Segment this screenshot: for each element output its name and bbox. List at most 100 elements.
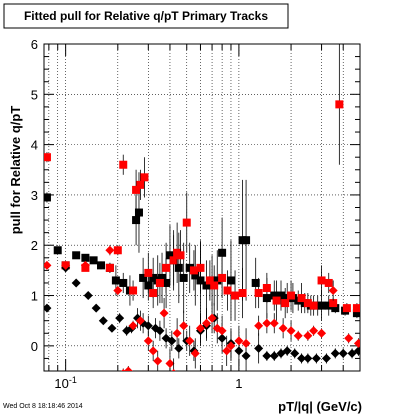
data-point-square [182,218,191,227]
data-point-diamond [207,313,217,323]
data-point-square [352,304,360,313]
y-tick-label: 1 [31,289,38,304]
data-point-diamond [353,338,360,348]
data-point-square [129,286,138,295]
data-point-square [272,296,281,305]
data-point-diamond [262,351,272,361]
data-point-square [179,273,188,282]
data-point-diamond [254,343,264,353]
data-point-diamond [321,353,331,363]
data-point-diamond [167,336,177,346]
data-point-square [202,281,211,290]
data-point-diamond [113,286,123,296]
data-point-diamond [338,348,348,358]
data-point-diamond [128,321,138,331]
data-point-square [105,263,114,272]
y-tick-label: 3 [31,188,38,203]
data-point-square [44,153,51,162]
data-point-square [309,301,318,310]
data-point-square [270,291,279,300]
data-point-diamond [115,313,125,323]
data-point-square [119,160,128,169]
data-point-diamond [226,341,236,351]
data-point-diamond [234,336,244,346]
data-point-diamond [159,308,169,318]
axis-ticks [44,43,361,372]
data-point-square [53,246,62,255]
title-box [3,3,289,29]
data-point-square [185,263,194,272]
data-point-diamond [165,358,175,368]
data-point-square [140,173,149,182]
data-point-diamond [185,336,195,346]
data-point-square [134,208,143,217]
data-point-square [132,216,141,225]
data-point-diamond [309,326,319,336]
data-point-diamond [98,316,108,326]
data-point-diamond [80,260,90,270]
data-point-square [155,278,164,287]
data-point-diamond [123,366,133,371]
data-point-diamond [135,316,145,326]
data-point-square [303,299,312,308]
data-point-square [254,289,263,298]
data-point-square [331,304,340,313]
data-point-square [213,276,222,285]
data-point-square [352,309,360,318]
data-point-square [335,100,344,109]
data-point-square [317,276,326,285]
data-point-diamond [91,303,101,313]
data-point-diamond [222,346,232,356]
x-axis-label: pT/|q| (GeV/c) [278,399,362,414]
data-point-square [324,278,333,287]
data-point-square [238,289,247,298]
data-point-diamond [262,318,272,328]
data-point-diamond [143,336,153,346]
data-point-diamond [217,326,227,336]
data-point-square [191,271,200,280]
data-point-diamond [195,323,205,333]
data-point-diamond [155,326,165,336]
data-point-diamond [121,369,126,371]
y-tick-label: 2 [31,238,38,253]
x-tick-label: 1 [235,376,242,391]
data-point-diamond [269,318,279,328]
data-point-diamond [290,348,300,358]
data-point-diamond [317,328,327,338]
data-point-diamond [71,278,81,288]
data-point-square [342,304,351,313]
data-point-diamond [172,328,182,338]
data-point-diamond [179,321,189,331]
data-point-diamond [278,323,288,333]
chart-title: Fitted pull for Relative q/pT Primary Tr… [24,9,268,23]
data-point-square [226,276,235,285]
data-point-diamond [143,321,153,331]
data-point-square [329,299,338,308]
timestamp: Wed Oct 8 18:18:46 2014 [3,403,83,410]
data-point-diamond [107,323,117,333]
data-point-square [205,276,214,285]
data-point-square [72,251,81,260]
data-point-square [277,291,286,300]
data-point-diamond [44,303,52,313]
y-axis-label: pull for Relative q/pT [8,106,23,235]
data-point-square [317,301,326,310]
data-point-diamond [269,351,279,361]
data-point-square [281,299,290,308]
data-point-square [89,256,98,265]
data-point-square [218,273,227,282]
data-point-diamond [286,326,296,336]
data-point-square [162,263,171,272]
data-point-square [169,256,178,265]
y-tick-label: 0 [31,339,38,354]
data-point-square [324,301,333,310]
data-point-diamond [105,245,115,255]
data-point-square [218,248,227,257]
data-point-diamond [293,331,303,341]
data-point-square [174,263,183,272]
data-point-square [149,289,158,298]
data-point-diamond [174,343,184,353]
data-point-square [297,294,306,303]
data-point-diamond [61,260,71,270]
